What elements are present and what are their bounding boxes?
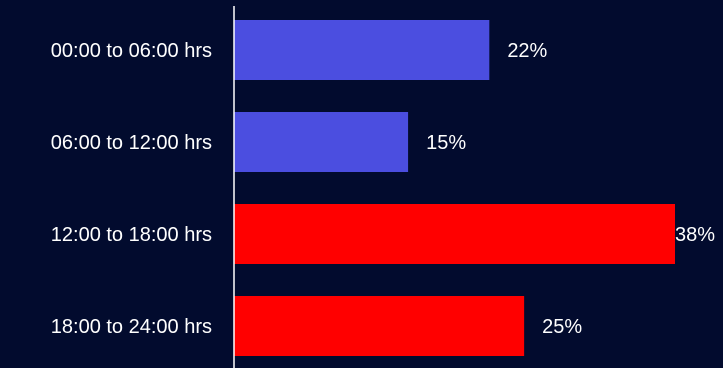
value-label: 25% <box>542 316 582 338</box>
bar <box>234 204 675 264</box>
category-label: 00:00 to 06:00 hrs <box>51 40 212 62</box>
category-label: 12:00 to 18:00 hrs <box>51 224 212 246</box>
category-label: 06:00 to 12:00 hrs <box>51 132 212 154</box>
value-label: 38% <box>675 224 715 246</box>
value-label: 22% <box>507 40 547 62</box>
bar <box>234 296 525 356</box>
bar <box>234 112 409 172</box>
bar <box>234 20 490 80</box>
category-label: 18:00 to 24:00 hrs <box>51 316 212 338</box>
value-label: 15% <box>426 132 466 154</box>
